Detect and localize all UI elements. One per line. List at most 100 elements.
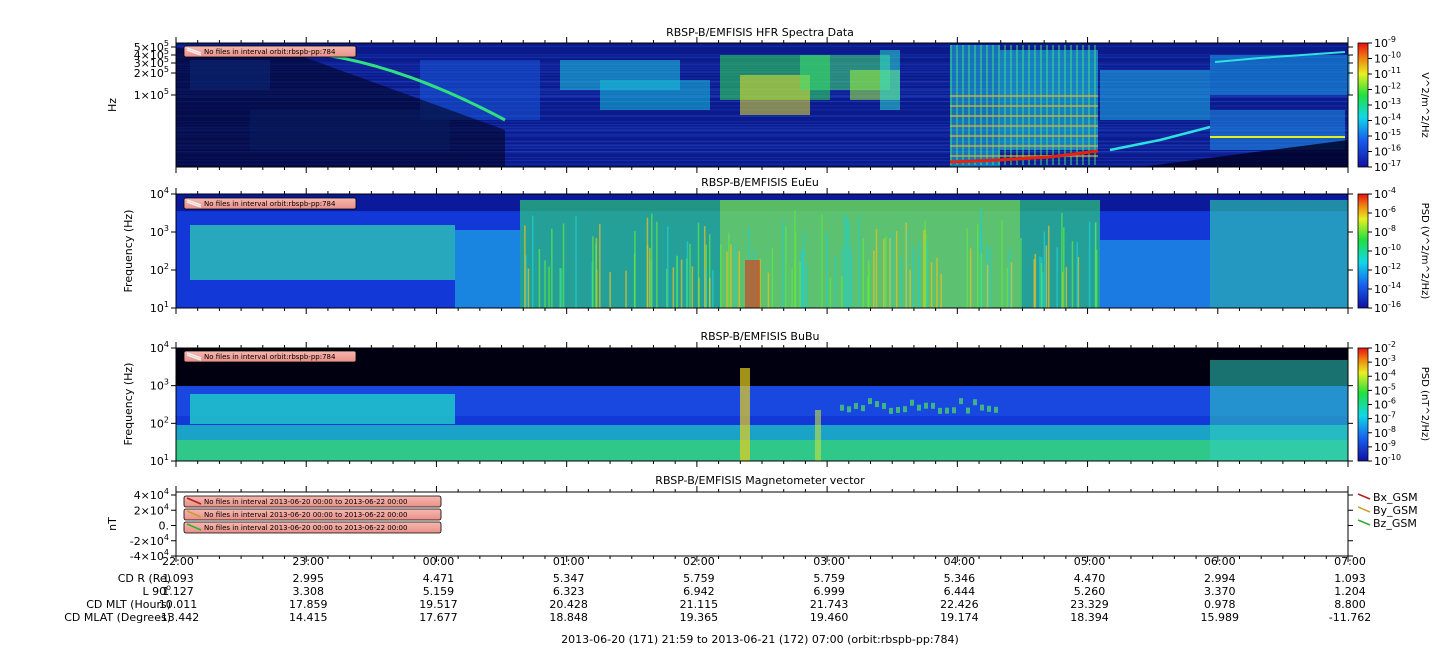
ephemeris-value: 5.759 [813,572,845,585]
ephemeris-value: 5.159 [423,585,455,598]
y-tick-label: 103 [150,378,169,393]
y-tick-label: 0. [159,520,170,533]
hfr-spectrogram [176,43,1350,168]
mag-notice-box [183,495,442,508]
ephemeris-value: 6.444 [944,585,976,598]
colorbar-tick-label: 10-6 [1374,205,1396,220]
legend-label: By_GSM [1373,504,1418,517]
bubu-panel-title: RBSP-B/EMFISIS BuBu [701,330,820,343]
ephemeris-value: 5.260 [1074,585,1106,598]
y-tick-label: 101 [150,300,169,315]
ephemeris-value: 15.989 [1201,611,1240,624]
colorbar-tick-label: 10-13 [1374,97,1401,112]
ephemeris-value: 6.323 [553,585,585,598]
mag-notice-box [183,508,442,521]
time-tick-label: 22:00 [162,555,194,568]
colorbar-tick-label: 10-9 [1374,439,1396,454]
ephemeris-value: 6.942 [683,585,715,598]
time-tick-label: 07:00 [1334,555,1366,568]
ephemeris-value: 1.093 [162,572,194,585]
notice-icon [186,47,202,56]
time-range-footer: 2013-06-20 (171) 21:59 to 2013-06-21 (17… [561,633,959,646]
ephemeris-value: 17.859 [289,598,328,611]
ephemeris-value: 5.346 [944,572,976,585]
y-tick-label: 101 [150,453,169,468]
ephemeris-value: 19.365 [680,611,719,624]
mag-notice-box [183,521,442,534]
eueu-panel-title: RBSP-B/EMFISIS EuEu [701,176,819,189]
time-tick-label: 23:00 [292,555,324,568]
ephemeris-value: -13.442 [157,611,199,624]
ephemeris-value: 1.127 [162,585,194,598]
hfr-colorbar-ticks: 10-910-1010-1110-1210-1310-1410-1510-161… [1368,35,1401,174]
bubu-colorbar-ticks: 10-210-310-410-510-610-710-810-910-10 [1368,340,1401,468]
bubu-colorbar-label: PSD (nT^2/Hz) [1419,367,1430,441]
eueu-y-label: Frequency (Hz) [122,210,135,293]
colorbar-tick-label: 10-6 [1374,397,1396,412]
ephemeris-value: 22.426 [940,598,979,611]
mag-notice-text: No files in interval 2013-06-20 00:00 to… [204,524,407,532]
ephemeris-value: 6.999 [813,585,845,598]
ephemeris-value: 0.978 [1204,598,1236,611]
ephemeris-value: 17.677 [419,611,458,624]
ephemeris-value: 18.848 [549,611,588,624]
ephemeris-value: 2.994 [1204,572,1236,585]
bubu-notice: No files in interval orbit:rbspb-pp:784 [183,350,357,363]
y-tick-label: 1×105 [134,87,169,102]
colorbar-tick-label: 10-8 [1374,224,1396,239]
ephemeris-value: 18.394 [1070,611,1109,624]
y-tick-label: 4×105 [134,47,169,62]
mag-notice-text: No files in interval 2013-06-20 00:00 to… [204,511,407,519]
ephemeris-value: 5.759 [683,572,715,585]
legend-swatch [1357,506,1371,513]
time-tick-label: 01:00 [553,555,585,568]
time-tick-label: 06:00 [1204,555,1236,568]
colorbar-tick-label: 10-8 [1374,425,1396,440]
ephemeris-value: 20.428 [549,598,588,611]
ephemeris-value: -11.762 [1329,611,1371,624]
colorbar-tick-label: 10-17 [1374,159,1401,174]
colorbar-tick-label: 10-12 [1374,82,1401,97]
y-tick-label: 104 [150,186,169,201]
time-tick-label: 00:00 [423,555,455,568]
hfr-notice: No files in interval orbit:rbspb-pp:784 [183,45,357,58]
ephemeris-row-label: CD MLT (Hours) [86,598,171,611]
y-tick-label: 2×105 [134,65,169,80]
y-tick-label: 104 [150,340,169,355]
ephemeris-table: 22:00 23:00 00:00 01:00 02:00 03:00 04:00 05:00… [64,555,1371,624]
colorbar-tick-label: 10-11 [1374,66,1401,81]
ephemeris-value: 23.329 [1070,598,1109,611]
colorbar-tick-label: 10-7 [1374,411,1396,426]
ephemeris-value: 8.800 [1334,598,1366,611]
bubu-notice-text: No files in interval orbit:rbspb-pp:784 [204,353,336,361]
time-x-ticks [175,37,1349,562]
ephemeris-value: 3.308 [292,585,324,598]
mag-panel-title: RBSP-B/EMFISIS Magnetometer vector [655,474,865,487]
hfr-colorbar-label: V^2/m^2/Hz [1419,72,1430,138]
colorbar-tick-label: 10-12 [1374,262,1401,277]
ephemeris-value: 5.347 [553,572,585,585]
mag-y-label: nT [106,517,119,531]
ephemeris-value: 14.415 [289,611,328,624]
colorbar-tick-label: 10-10 [1374,453,1401,468]
eueu-y-ticks: 104 103 102 101 [150,186,1353,315]
ephemeris-value: 21.115 [680,598,719,611]
colorbar-tick-label: 10-4 [1374,186,1396,201]
bubu-y-label: Frequency (Hz) [122,363,135,446]
colorbar-tick-label: 10-16 [1374,144,1401,159]
mag-notices: No files in interval 2013-06-20 00:00 to… [183,495,442,534]
eueu-notice-text: No files in interval orbit:rbspb-pp:784 [204,200,336,208]
notice-icon [186,510,202,518]
y-tick-label: 103 [150,224,169,239]
colorbar-tick-label: 10-5 [1374,382,1396,397]
ephemeris-value: 21.743 [810,598,849,611]
y-tick-label: 3×105 [134,55,169,70]
colorbar-tick-label: 10-16 [1374,300,1401,315]
y-tick-label: 4×104 [134,487,169,502]
time-tick-label: 02:00 [683,555,715,568]
legend-swatch [1357,493,1371,500]
